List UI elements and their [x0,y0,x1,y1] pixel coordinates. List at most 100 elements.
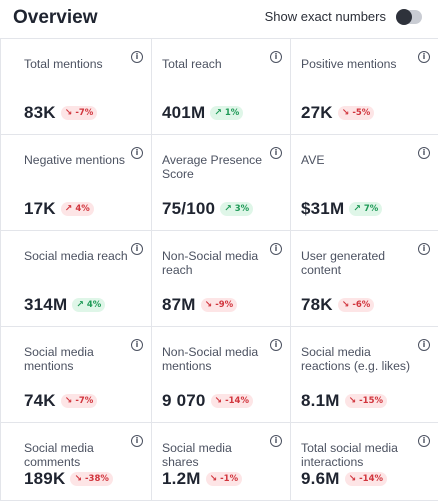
change-badge: ↘ -9% [200,298,238,312]
info-icon[interactable]: i [418,339,430,351]
change-value: -1% [220,474,239,484]
metric-value-row: 83K ↘ -7% [24,103,98,123]
metric-card: Negative mentions i 17K ↗ 4% [0,135,152,231]
metric-value: 27K [301,103,333,122]
trend-down-icon: ↘ [204,300,213,310]
metric-label: Social media shares [162,441,232,469]
metric-value-row: 189K ↘ -38% [24,469,113,489]
overview-header: Overview Show exact numbers [0,0,438,38]
metric-value-row: 74K ↘ -7% [24,391,98,411]
change-value: 4% [75,204,90,214]
metric-card: Social media comments i 189K ↘ -38% [0,423,152,501]
change-badge: ↘ -1% [205,472,243,486]
change-value: -9% [215,300,234,310]
info-icon[interactable]: i [270,339,282,351]
metric-value: 189K [24,469,66,488]
exact-numbers-toggle-group[interactable]: Show exact numbers [265,8,422,25]
metric-label: Social media reach [24,249,128,263]
trend-down-icon: ↘ [341,108,350,118]
metric-value: 9.6M [301,469,340,488]
change-badge: ↘ -7% [60,394,98,408]
metric-value-row: 75/100 ↗ 3% [162,199,254,219]
change-value: -6% [352,300,371,310]
metric-value-row: 8.1M ↘ -15% [301,391,388,411]
metric-value: 78K [301,295,333,314]
change-badge: ↗ 1% [210,106,244,120]
trend-down-icon: ↘ [74,474,82,484]
metric-card: Social media reactions (e.g. likes) i 8.1M… [291,327,438,423]
metric-card: Social media shares i 1.2M ↘ -1% [152,423,291,501]
info-icon[interactable]: i [131,435,143,447]
page-title: Overview [13,7,98,28]
metric-label: Total social media interactions [301,441,398,469]
metric-card: Positive mentions i 27K ↘ -5% [291,39,438,135]
toggle-knob[interactable] [396,8,412,25]
info-icon[interactable]: i [418,147,430,159]
trend-up-icon: ↗ [353,204,361,214]
trend-down-icon: ↘ [64,396,73,406]
metric-value: 8.1M [301,391,340,410]
metric-value: 83K [24,103,56,122]
change-value: 3% [234,204,250,214]
metric-label: User generated content [301,249,386,277]
change-value: -14% [225,396,249,406]
change-value: -14% [359,474,384,484]
metric-card: Total reach i 401M ↗ 1% [152,39,291,135]
change-badge: ↘ -14% [344,472,388,486]
metric-value-row: 78K ↘ -6% [301,295,375,315]
metric-card: Non-Social media mentions i 9 070 ↘ -14% [152,327,291,423]
info-icon[interactable]: i [131,51,143,63]
metric-card: User generated content i 78K ↘ -6% [291,231,438,327]
metric-value-row: 17K ↗ 4% [24,199,94,219]
change-badge: ↘ -14% [210,394,253,408]
metric-card: Social media mentions i 74K ↘ -7% [0,327,152,423]
change-value: -38% [85,474,109,484]
change-value: 7% [363,204,379,214]
metric-card: Total mentions i 83K ↘ -7% [0,39,152,135]
info-icon[interactable]: i [270,243,282,255]
metric-label: Non-Social media mentions [162,345,259,373]
info-icon[interactable]: i [418,51,430,63]
change-badge: ↘ -38% [70,472,113,486]
metric-value: 17K [24,199,56,218]
metric-value-row: 9.6M ↘ -14% [301,469,388,489]
metric-value: 1.2M [162,469,201,488]
info-icon[interactable]: i [418,243,430,255]
info-icon[interactable]: i [270,435,282,447]
metrics-grid: Total mentions i 83K ↘ -7% Total reach i 401M ↗ 1… [0,38,438,501]
change-badge: ↗ 4% [60,202,94,216]
info-icon[interactable]: i [270,147,282,159]
metric-value: 401M [162,103,206,122]
metric-label: Positive mentions [301,57,397,71]
change-value: -7% [75,396,94,406]
metric-value-row: 1.2M ↘ -1% [162,469,243,489]
trend-down-icon: ↘ [348,396,357,406]
trend-down-icon: ↘ [348,474,357,484]
info-icon[interactable]: i [418,435,430,447]
change-badge: ↗ 4% [72,298,106,312]
metric-card: AVE i $31M ↗ 7% [291,135,438,231]
info-icon[interactable]: i [270,51,282,63]
trend-down-icon: ↘ [341,300,350,310]
change-badge: ↘ -5% [337,106,375,120]
info-icon[interactable]: i [131,243,143,255]
metric-value-row: 9 070 ↘ -14% [162,391,253,411]
metric-label: AVE [301,153,325,167]
change-badge: ↘ -15% [344,394,388,408]
trend-up-icon: ↗ [64,204,73,214]
metric-value: 74K [24,391,56,410]
info-icon[interactable]: i [131,339,143,351]
metric-card: Total social media interactions i 9.6M ↘ -14… [291,423,438,501]
metric-value-row: 401M ↗ 1% [162,103,244,123]
metric-label: Total mentions [24,57,103,71]
change-value: 1% [224,108,240,118]
change-value: -15% [359,396,384,406]
change-value: -5% [352,108,371,118]
metric-value-row: 87M ↘ -9% [162,295,238,315]
metric-label: Social media reactions (e.g. likes) [301,345,411,373]
metric-label: Social media mentions [24,345,94,373]
exact-numbers-toggle[interactable] [396,8,422,25]
metric-card: Social media reach i 314M ↗ 4% [0,231,152,327]
info-icon[interactable]: i [131,147,143,159]
trend-down-icon: ↘ [209,474,218,484]
